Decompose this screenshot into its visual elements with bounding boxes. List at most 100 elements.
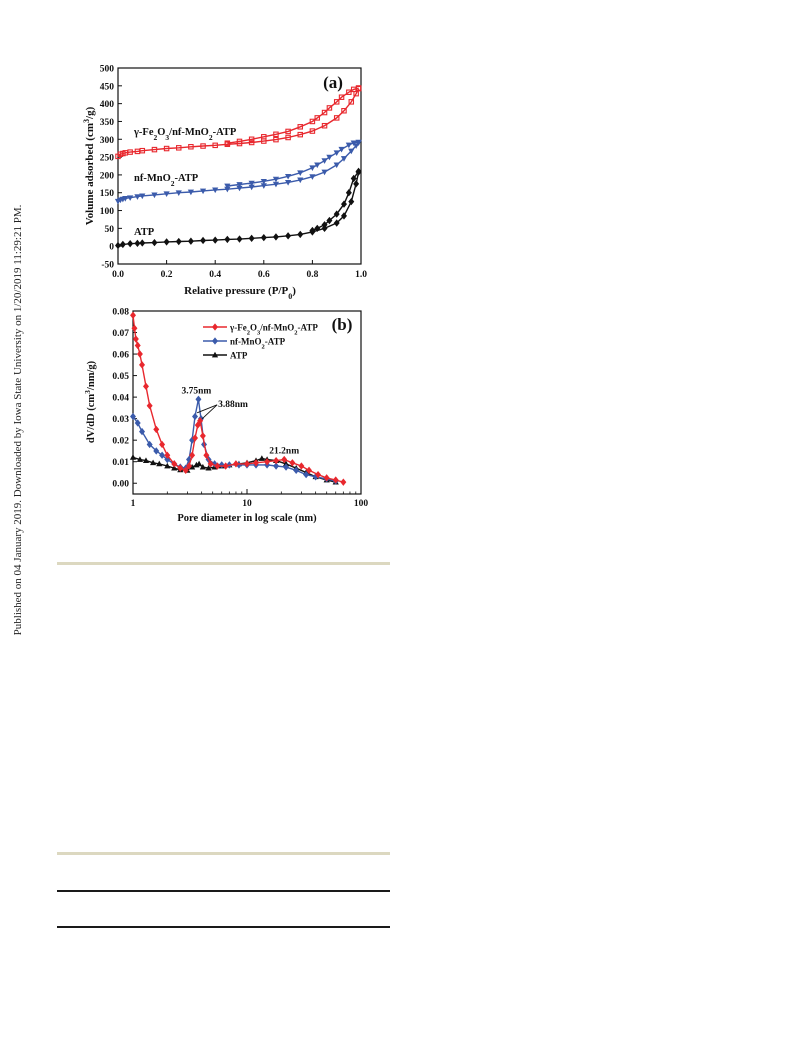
chart-b-series-0-point (199, 432, 206, 440)
chart-a-ytick-label: 100 (100, 207, 115, 217)
chart-a-series-0-desorption-point (350, 86, 357, 93)
chart-b-series-2-point (205, 464, 212, 471)
chart-a-series-0-adsorption-point (212, 142, 218, 149)
chart-a-series-1-adsorption-point (340, 156, 348, 162)
chart-b-series-0-point (164, 451, 171, 459)
chart-b-series-1-point (293, 466, 300, 474)
chart-a-series-0-desorption-point (333, 99, 340, 105)
chart-b-series-0-point (214, 462, 221, 470)
divider-rule-middle (57, 852, 390, 855)
chart-b-series-0-point (289, 459, 296, 467)
chart-a-series-0-desorption-point (326, 105, 333, 111)
chart-a-xlabel: Relative pressure (P/P0) (184, 285, 296, 300)
chart-b-series-0-point (273, 456, 280, 465)
chart-b-series-2-point (171, 464, 178, 471)
chart-b-legend-marker-1 (212, 337, 218, 345)
chart-a-series-2-desorption-point (333, 210, 340, 218)
chart-a-series-1-adsorption-point (175, 190, 182, 196)
chart-a-series-0-desorption-point (338, 94, 345, 100)
chart-a-series-1-desorption-point (284, 173, 292, 180)
chart-a-series-1-desorption-point (236, 182, 243, 188)
chart-a-series-0-adsorption-point (341, 108, 347, 114)
chart-a-series-2-adsorption-point (297, 230, 304, 239)
chart-b-ytick-label: 0.05 (112, 372, 129, 382)
chart-b-series-1-point (130, 412, 136, 421)
chart-b-ytick-label: 0.00 (112, 480, 129, 490)
chart-b-series-1-point (283, 463, 290, 471)
chart-a-series-2-adsorption-point (348, 197, 355, 206)
chart-b-xlabel: Pore diameter in log scale (nm) (177, 513, 317, 524)
chart-a-ylabel: Volume adsorbed (cm3/g) (82, 106, 97, 225)
chart-a-series-0-adsorption-point (188, 144, 194, 150)
chart-b-series-0-point (340, 478, 347, 486)
chart-b-series-0-point (131, 324, 138, 332)
chart-a-series-1-desorption-point (260, 178, 267, 185)
chart-a-ytick-label: 0 (109, 243, 114, 253)
chart-a-series-1-desorption-point (314, 162, 321, 169)
table-rule-bottom (57, 926, 390, 928)
chart-a-series-2-desorption-point (321, 221, 328, 229)
chart-b-series-0-point (139, 361, 146, 369)
chart-b-series-0-point (182, 466, 189, 474)
chart-b-series-0-point (207, 460, 214, 468)
chart-a-series-1-adsorption-point (321, 169, 328, 176)
chart-a-frame (117, 67, 362, 265)
chart-a-series-0-adsorption-point (151, 146, 158, 153)
chart-a-series-2-adsorption-point (151, 238, 158, 247)
chart-a-series-label-mno2: nf-MnO2-ATP (134, 173, 199, 188)
chart-a-series-0-adsorption-point (139, 147, 146, 154)
chart-b-series-2-point (136, 456, 144, 462)
chart-a-series-0-desorption-point (321, 109, 328, 116)
chart-a-series-2-adsorption-point (285, 232, 292, 240)
chart-a-series-1-desorption-point (272, 176, 280, 183)
chart-b-xtick-label: 1 (131, 499, 136, 509)
chart-a-series-2-adsorption-point (200, 236, 207, 245)
chart-a-series-0-adsorption-point (348, 99, 355, 105)
chart-a-series-1-adsorption-point (333, 162, 340, 169)
chart-b-series-0-point (203, 451, 210, 459)
chart-a-series-0-desorption-point (309, 118, 316, 125)
chart-a-series-0-adsorption-point (321, 122, 328, 129)
chart-a-series-1-desorption-point (355, 139, 362, 146)
chart-a-ytick-label: 250 (100, 154, 115, 164)
chart-a-series-label-fe: γ-Fe2O3/nf-MnO2-ATP (133, 127, 237, 142)
chart-a-ytick-label: 150 (100, 189, 115, 199)
chart-b-series-0-point (189, 451, 196, 459)
chart-b-annotation-arrow-2 (196, 404, 218, 414)
chart-a-ytick-label: 500 (100, 65, 115, 75)
chart-a-series-2-adsorption-point (212, 236, 219, 244)
chart-a: 0.0 0.2 0.4 0.6 0.8 1.0 -50 0 50 100 150 200 250 300… (82, 65, 368, 301)
chart-a-series-1-desorption-point (297, 170, 304, 176)
chart-a-series-1-adsorption-point (353, 143, 360, 149)
chart-a-series-1-desorption-point (321, 158, 328, 164)
chart-a-series-2-adsorption-point (248, 234, 255, 243)
chart-b-series-2-point (195, 460, 203, 467)
chart-b-xtick-label: 10 (242, 499, 252, 509)
chart-b-series-0-point (323, 474, 330, 482)
chart-a-series-0-desorption-point (297, 124, 303, 130)
chart-a-series-label-atp: ATP (134, 227, 155, 238)
chart-b-series-1-point (153, 447, 160, 455)
chart-b-series-1-point (139, 427, 146, 436)
chart-a-series-2-adsorption-point (119, 240, 126, 249)
chart-b-legend-marker-0 (212, 323, 218, 331)
chart-a-series-0-adsorption-point (200, 143, 206, 149)
chart-b-series-1-point (195, 395, 202, 403)
chart-a-series-2-adsorption-point (260, 233, 267, 242)
chart-b-series-0-point (134, 341, 141, 350)
chart-a-ytick-label: 300 (100, 136, 115, 146)
chart-b-series-0-point (232, 460, 239, 468)
chart-a-series-2-adsorption-point (163, 238, 170, 246)
chart-a-series-2-desorption-point (314, 224, 321, 233)
chart-b-annotation-peak-1: 3.75nm (182, 386, 212, 396)
chart-b-series-2-point (258, 455, 265, 461)
chart-b-ytick-label: 0.06 (112, 351, 129, 361)
chart-a-xtick-label: 0.4 (209, 270, 221, 280)
chart-b-series-2-point (142, 457, 150, 464)
chart-a-series-2-adsorption-point (115, 241, 121, 250)
chart-a-series-2-adsorption-point (341, 212, 347, 220)
chart-a-ytick-label: 400 (100, 100, 115, 110)
chart-b-series-2-point (149, 459, 157, 466)
chart-b-ytick-label: 0.03 (112, 415, 129, 425)
